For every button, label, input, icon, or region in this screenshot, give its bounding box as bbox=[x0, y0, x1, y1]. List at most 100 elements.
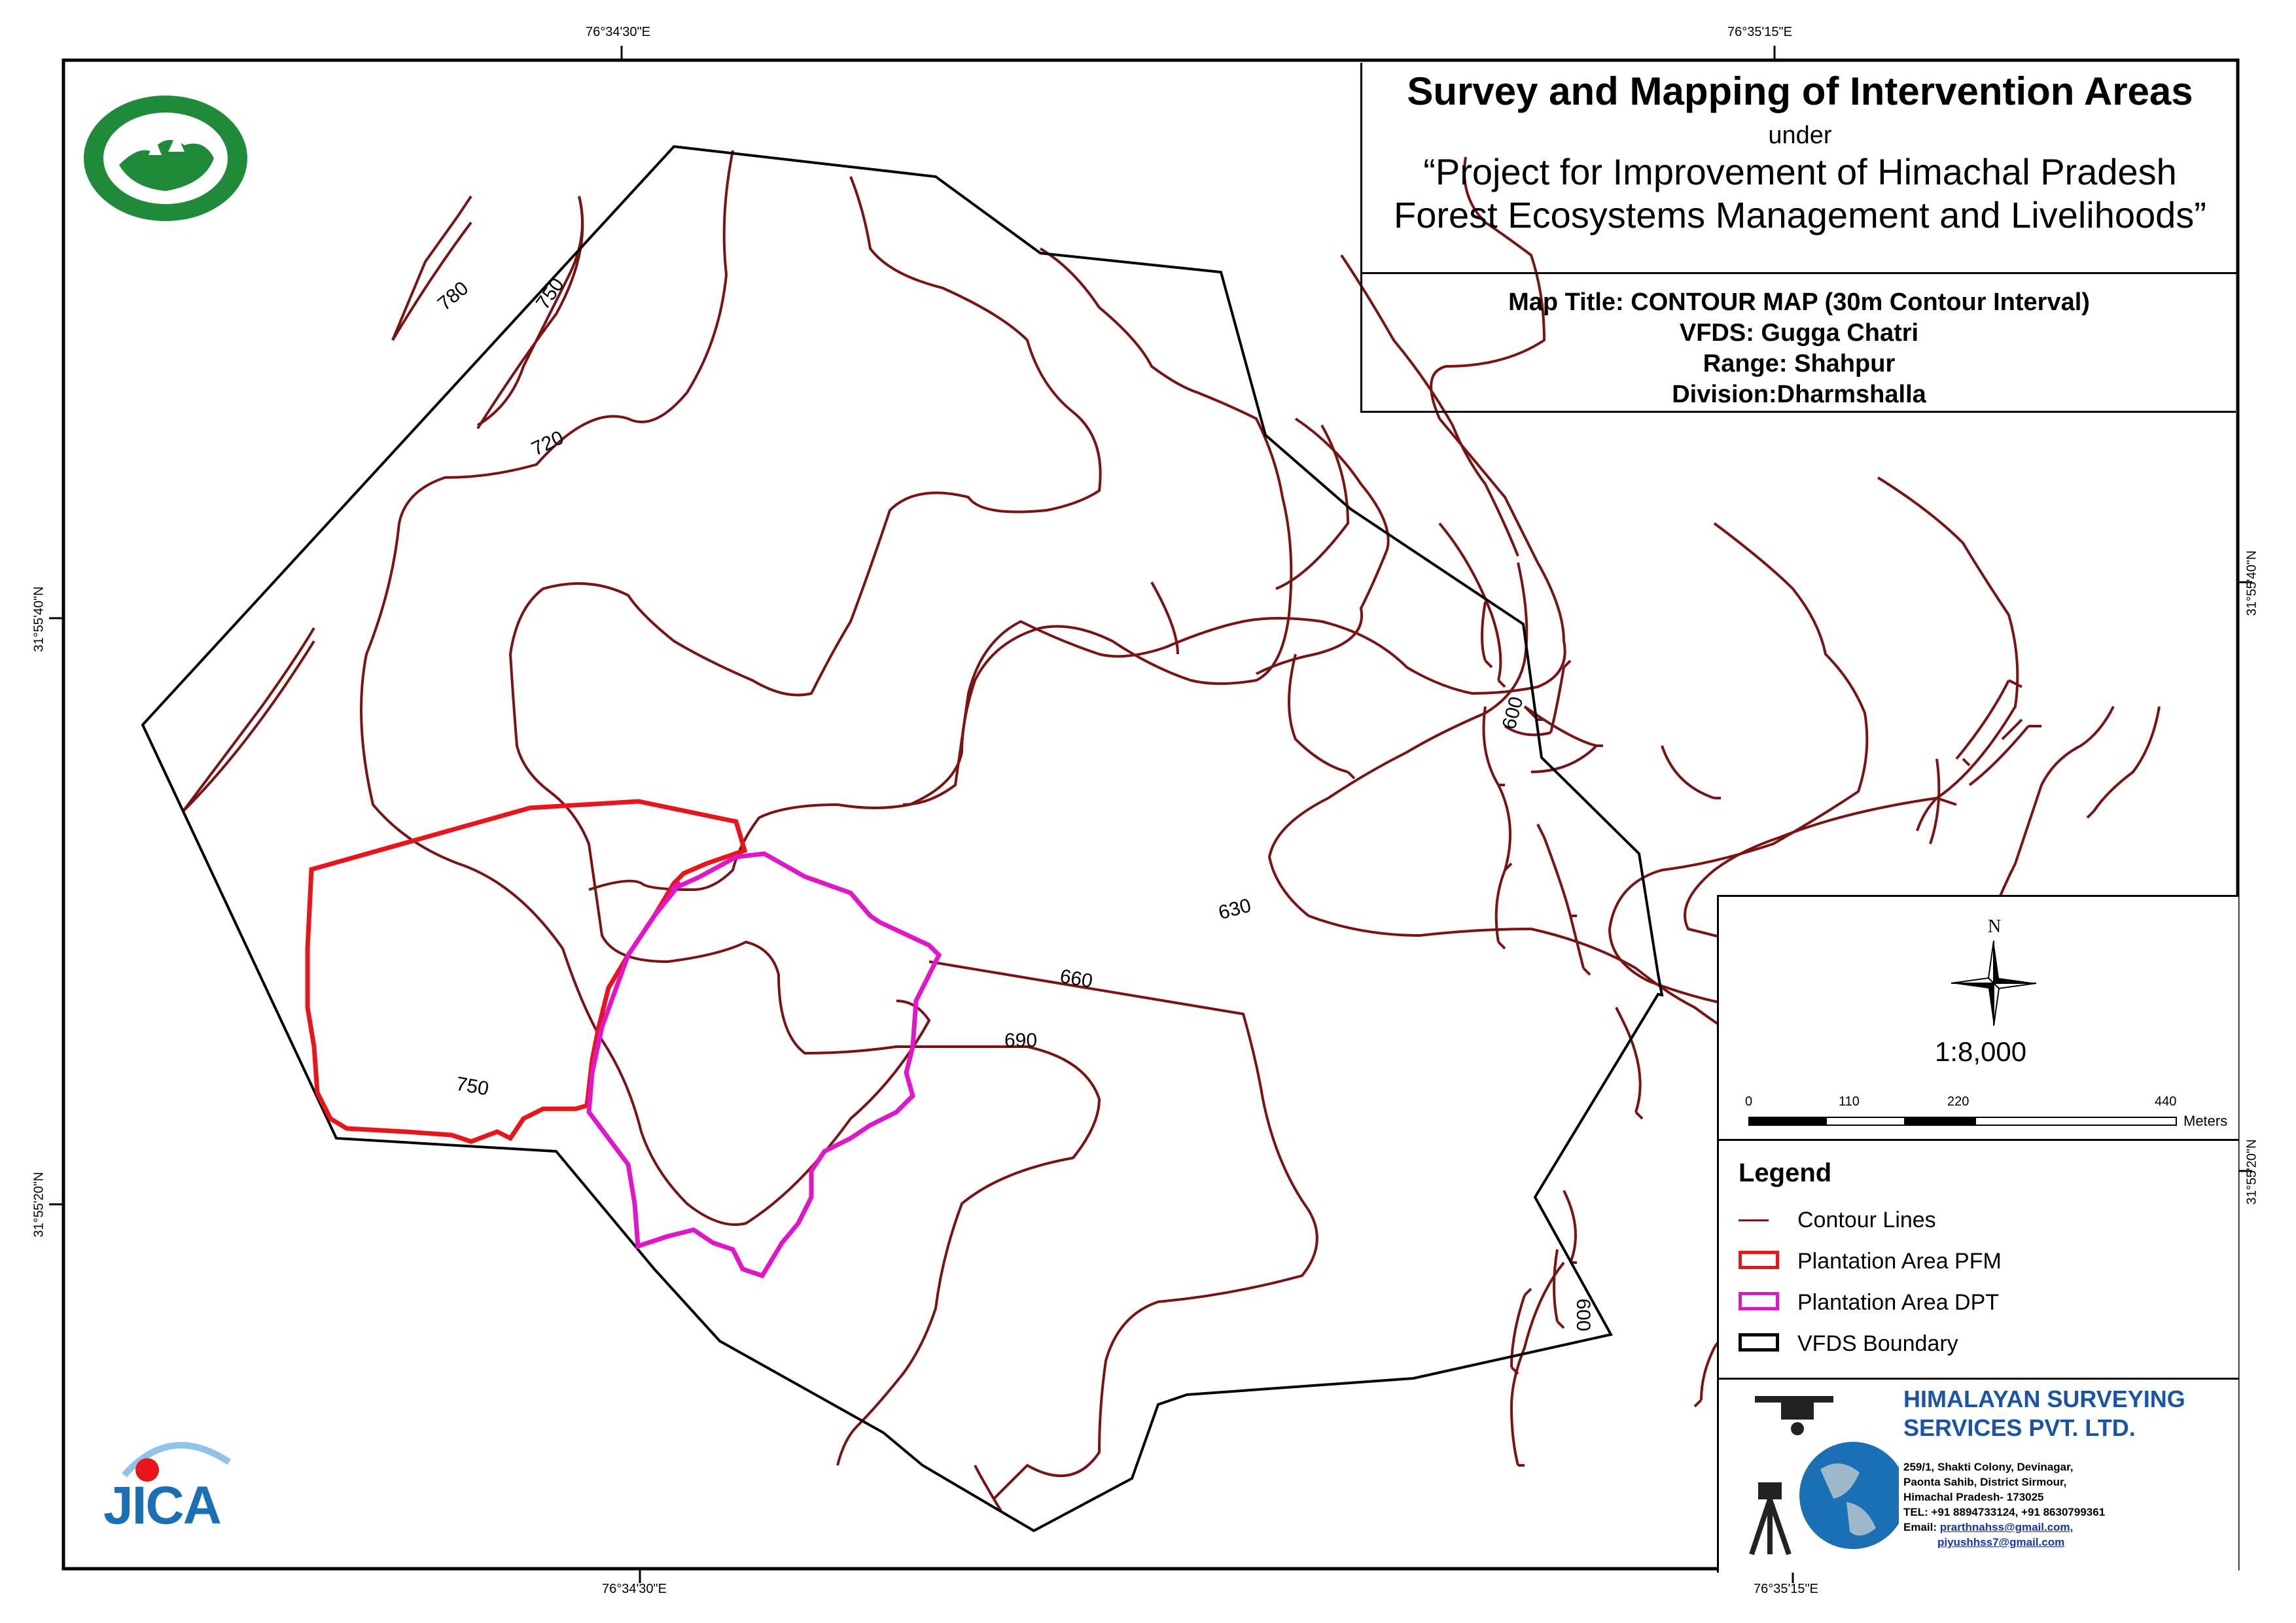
contour-line bbox=[1556, 1320, 1565, 1329]
contour-line bbox=[1523, 1287, 1532, 1297]
contour-line bbox=[2008, 679, 2022, 688]
company-name-line1: HIMALAYAN SURVEYING bbox=[1903, 1386, 2185, 1412]
vfds-boundary bbox=[141, 145, 1664, 1533]
contour-line bbox=[1484, 659, 1493, 669]
company-name-line2: SERVICES PVT. LTD. bbox=[1903, 1414, 2136, 1441]
main-title: Survey and Mapping of Intervention Areas bbox=[1407, 69, 2193, 113]
scale-unit: Meters bbox=[2183, 1113, 2228, 1129]
contour-line bbox=[1634, 1111, 1644, 1120]
contour-line bbox=[1955, 680, 2010, 760]
scale-tick-220: 220 bbox=[1947, 1094, 1969, 1109]
legend-item-pfm: Plantation Area PFM bbox=[1739, 1247, 2002, 1276]
contour-lines-main bbox=[182, 196, 584, 812]
map-title: Map Title: CONTOUR MAP (30m Contour Inte… bbox=[1508, 288, 2090, 316]
contour-line bbox=[1510, 1261, 1565, 1466]
coord-bottom-left: 76°34'30"E bbox=[602, 1582, 667, 1596]
contour-line bbox=[1615, 1007, 1624, 1021]
scale-tick-110: 110 bbox=[1839, 1094, 1860, 1109]
contour-line bbox=[1482, 706, 1511, 943]
contour-line bbox=[1661, 745, 1715, 799]
contour-line bbox=[2086, 810, 2095, 819]
legend-label: Contour Lines bbox=[1797, 1207, 1936, 1232]
contour-line bbox=[2001, 718, 2023, 741]
contour-line bbox=[1510, 1295, 1526, 1368]
contour-line bbox=[1563, 1190, 1577, 1263]
contour-label: 750 bbox=[532, 274, 569, 313]
contour-line bbox=[1340, 254, 1519, 557]
forest-department-logo bbox=[80, 93, 251, 224]
contour-label: 600 bbox=[1572, 1299, 1594, 1331]
contour-line bbox=[1497, 941, 1506, 950]
title-under: under bbox=[1768, 122, 1832, 149]
email-line: Email: prarthnahss@gmail.com, bbox=[1903, 1520, 2105, 1535]
contour-label: 750 bbox=[454, 1073, 490, 1100]
coord-right-lower: 31°55'20"N bbox=[2244, 1139, 2259, 1205]
phone-line: TEL: +91 8894733124, +91 8630799361 bbox=[1903, 1506, 2106, 1518]
contour-line bbox=[1510, 1366, 1519, 1375]
coord-left-upper: 31°55'40"N bbox=[31, 586, 46, 652]
contour-line bbox=[2093, 706, 2161, 812]
company-name: HIMALAYAN SURVEYING SERVICES PVT. LTD. bbox=[1903, 1385, 2231, 1442]
contour-line bbox=[476, 196, 584, 427]
contour-line bbox=[1563, 659, 1572, 669]
legend-label: Plantation Area PFM bbox=[1797, 1248, 2002, 1274]
map-info-block: Map Title: CONTOUR MAP (30m Contour Inte… bbox=[1360, 274, 2236, 413]
scale-tick-0: 0 bbox=[1745, 1094, 1753, 1109]
contour-line bbox=[1693, 1399, 1703, 1408]
side-panel: N 1:8,000 0 110 220 440 Meters Legend Co… bbox=[1717, 895, 2238, 1573]
north-label: N bbox=[1988, 916, 2002, 937]
email-line-2: piyushhss7@gmail.com bbox=[1903, 1535, 2105, 1550]
contour-line bbox=[182, 640, 315, 812]
address-line: Himachal Pradesh- 173025 bbox=[1903, 1491, 2044, 1503]
plantation-area-pfm bbox=[305, 799, 748, 1144]
panel-divider bbox=[1719, 1378, 2238, 1380]
contour-line bbox=[1530, 744, 1598, 773]
email-link-1[interactable]: prarthnahss@gmail.com, bbox=[1939, 1521, 2074, 1533]
coord-top-left: 76°34'30"E bbox=[586, 25, 650, 39]
coord-right-upper: 31°55'40"N bbox=[2244, 550, 2259, 616]
contour-line bbox=[360, 150, 931, 1226]
contour-line bbox=[1582, 967, 1591, 976]
contour-line bbox=[1497, 679, 1506, 688]
contour-line bbox=[1504, 862, 1513, 871]
contour-line bbox=[1536, 824, 1545, 838]
project-title-line2: Forest Ecosystems Management and Livelih… bbox=[1394, 194, 2206, 236]
contour-line bbox=[1553, 1249, 1559, 1322]
contour-line bbox=[1549, 667, 1565, 733]
email-link-2[interactable]: piyushhss7@gmail.com bbox=[1937, 1536, 2065, 1548]
email-label: Email: bbox=[1903, 1521, 1937, 1533]
legend-item-boundary: VFDS Boundary bbox=[1739, 1329, 1958, 1358]
contour-line bbox=[1968, 725, 2030, 786]
contour-line bbox=[508, 176, 1102, 1466]
vfds-name: VFDS: Gugga Chatri bbox=[1679, 319, 1919, 347]
coord-left-lower: 31°55'20"N bbox=[31, 1172, 46, 1238]
contour-label: 780 bbox=[434, 277, 473, 315]
contour-line bbox=[588, 247, 1318, 1512]
contour-line bbox=[1916, 797, 1938, 831]
contour-line bbox=[476, 196, 584, 430]
contour-line bbox=[1481, 601, 1487, 661]
contour-line bbox=[1347, 771, 1356, 780]
contour-line bbox=[1543, 837, 1585, 969]
coord-top-right: 76°35'15"E bbox=[1727, 25, 1792, 39]
contour-line bbox=[902, 156, 1566, 806]
scale-tick-440: 440 bbox=[2155, 1094, 2177, 1109]
contour-label: 720 bbox=[528, 427, 567, 460]
address-line: Paonta Sahib, District Sirmour, bbox=[1903, 1476, 2067, 1488]
jica-logo: JICA bbox=[98, 1429, 249, 1544]
scale-ratio: 1:8,000 bbox=[1935, 1036, 2027, 1067]
contour-line bbox=[1504, 725, 1551, 737]
range-name: Range: Shahpur bbox=[1703, 350, 1896, 377]
contour-label: 630 bbox=[1216, 895, 1254, 924]
scale-bar bbox=[1748, 1117, 2177, 1126]
contour-line bbox=[1962, 758, 1971, 767]
legend-label: Plantation Area DPT bbox=[1797, 1289, 2000, 1315]
address-line: 259/1, Shakti Colony, Devinagar, bbox=[1903, 1461, 2074, 1473]
contour-line bbox=[1150, 417, 1390, 675]
legend-item-contour: Contour Lines bbox=[1739, 1206, 1936, 1234]
contour-line bbox=[1288, 522, 1502, 773]
map-frame bbox=[62, 58, 2240, 1571]
jica-wordmark: JICA bbox=[103, 1476, 222, 1535]
coord-bottom-right: 76°35'15"E bbox=[1754, 1582, 1818, 1596]
